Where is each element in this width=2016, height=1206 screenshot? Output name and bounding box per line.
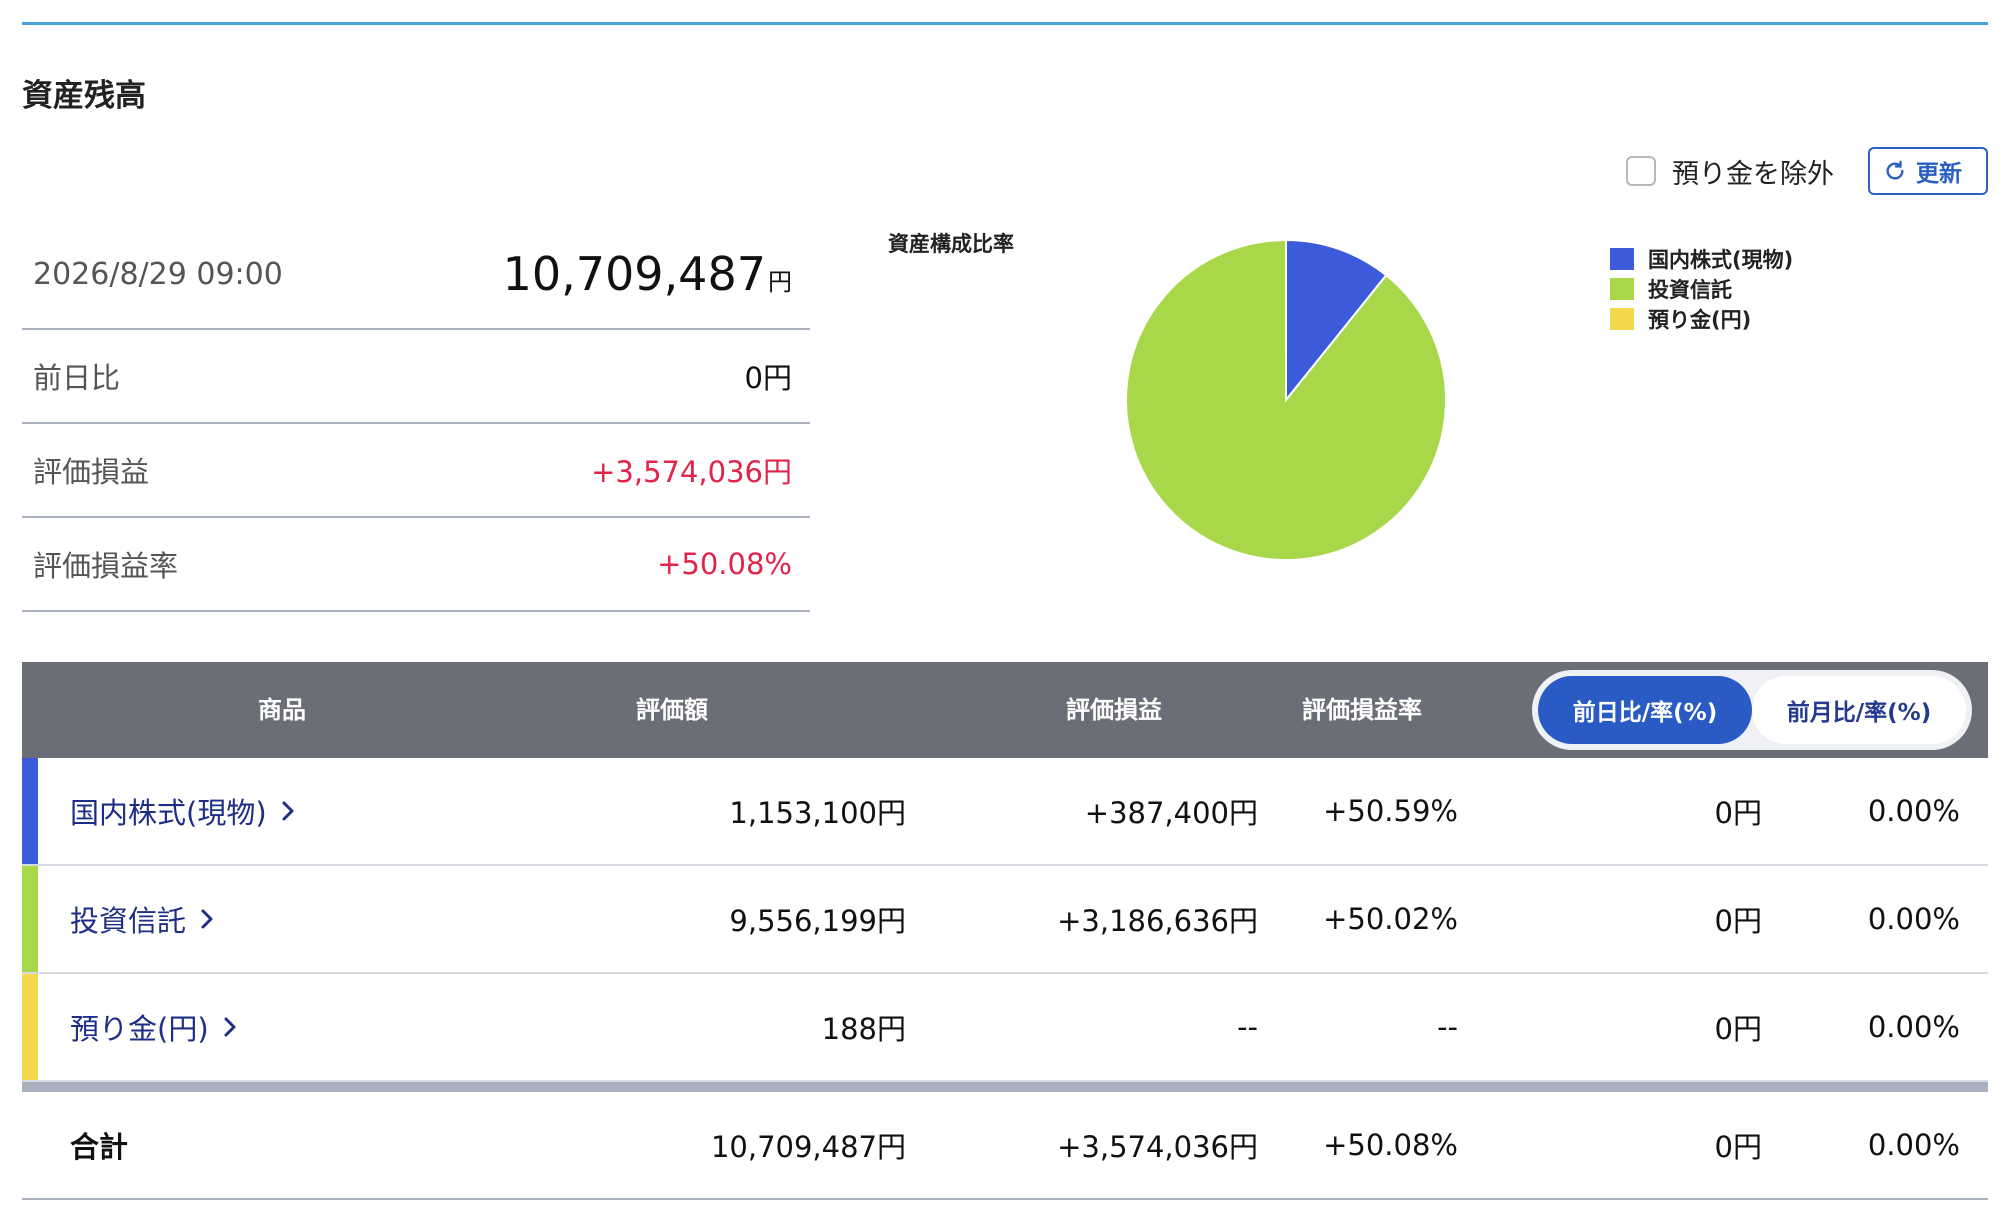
total-separator	[22, 1082, 1988, 1092]
legend-swatch	[1610, 278, 1634, 300]
table-body: 国内株式(現物) 1,153,100円 +387,400円 +50.59% 0円…	[22, 758, 1988, 1082]
legend-item: 預り金(円)	[1610, 304, 1793, 334]
legend-label: 預り金(円)	[1648, 308, 1752, 332]
row-pl: +3,186,636円	[1057, 904, 1258, 938]
total-label: 合計	[70, 1130, 129, 1164]
product-link[interactable]: 投資信託	[70, 898, 214, 940]
row-color-bar	[22, 758, 38, 864]
summary-value: 0円	[744, 361, 792, 395]
summary-label: 前日比	[33, 361, 121, 395]
legend-item: 国内株式(現物)	[1610, 244, 1793, 274]
row-change-rate: 0.00%	[1867, 1010, 1960, 1044]
chevron-right-icon	[200, 908, 214, 930]
summary-label: 評価損益	[33, 455, 150, 489]
table-row: 預り金(円) 188円 -- -- 0円 0.00%	[22, 974, 1988, 1082]
row-pl-rate: --	[1437, 1010, 1458, 1044]
header-product: 商品	[258, 696, 306, 724]
balance-summary: 2026/8/29 09:00 10,709,487円 前日比 0円 評価損益 …	[22, 220, 810, 612]
row-value: 188円	[821, 1012, 906, 1046]
controls: 預り金を除外 更新	[1626, 147, 1988, 195]
row-change: 0円	[1714, 1012, 1762, 1046]
summary-header-row: 2026/8/29 09:00 10,709,487円	[22, 220, 810, 330]
summary-row-daily-change: 前日比 0円	[22, 330, 810, 424]
row-pl: --	[1237, 1010, 1258, 1044]
daily-change-tab[interactable]: 前日比/率(%)	[1538, 676, 1752, 744]
exclude-deposit-label[interactable]: 預り金を除外	[1672, 158, 1834, 190]
summary-value: +3,574,036円	[591, 455, 792, 489]
legend-item: 投資信託	[1610, 274, 1793, 304]
legend-label: 投資信託	[1648, 278, 1732, 302]
pie-slice	[1285, 238, 1388, 403]
header-value: 評価額	[636, 696, 708, 724]
table-row: 投資信託 9,556,199円 +3,186,636円 +50.02% 0円 0…	[22, 866, 1988, 974]
product-name: 預り金(円)	[70, 1012, 209, 1046]
chevron-right-icon	[281, 800, 295, 822]
row-name: 国内株式(現物)	[70, 758, 295, 864]
row-color-bar	[22, 974, 38, 1080]
refresh-label: 更新	[1916, 161, 1962, 187]
row-change-rate: 0.00%	[1867, 794, 1960, 828]
summary-total-unit: 円	[768, 268, 792, 296]
summary-datetime: 2026/8/29 09:00	[33, 256, 283, 292]
header-pl: 評価損益	[1066, 696, 1162, 724]
chevron-right-icon	[223, 1016, 237, 1038]
row-pl-rate: +50.02%	[1323, 902, 1458, 936]
table-row: 国内株式(現物) 1,153,100円 +387,400円 +50.59% 0円…	[22, 758, 1988, 866]
pie-chart-title: 資産構成比率	[888, 232, 1014, 256]
asset-allocation-pie-chart	[1125, 238, 1447, 561]
total-pl-rate: +50.08%	[1323, 1128, 1458, 1162]
total-value: 10,709,487円	[710, 1130, 906, 1164]
summary-total: 10,709,487円	[503, 247, 792, 301]
monthly-change-tab[interactable]: 前月比/率(%)	[1752, 676, 1966, 744]
summary-row-pl-rate: 評価損益率 +50.08%	[22, 518, 810, 612]
refresh-button[interactable]: 更新	[1868, 147, 1988, 195]
summary-value: +50.08%	[657, 547, 792, 581]
table-header: 商品 評価額 評価損益 評価損益率 前日比/率(%) 前月比/率(%)	[22, 662, 1988, 758]
top-divider	[22, 22, 1988, 25]
row-name: 預り金(円)	[70, 974, 237, 1080]
product-name: 投資信託	[70, 904, 187, 938]
legend-swatch	[1610, 248, 1634, 270]
total-change-rate: 0.00%	[1867, 1128, 1960, 1162]
row-change: 0円	[1714, 904, 1762, 938]
row-value: 9,556,199円	[729, 904, 906, 938]
row-change-rate: 0.00%	[1867, 902, 1960, 936]
header-pl-rate: 評価損益率	[1302, 696, 1422, 724]
product-link[interactable]: 預り金(円)	[70, 1006, 237, 1048]
row-pl-rate: +50.59%	[1323, 794, 1458, 828]
period-toggle: 前日比/率(%) 前月比/率(%)	[1532, 670, 1972, 750]
row-name: 投資信託	[70, 866, 214, 972]
refresh-icon	[1884, 160, 1906, 182]
page-title: 資産残高	[22, 78, 146, 114]
asset-table: 商品 評価額 評価損益 評価損益率 前日比/率(%) 前月比/率(%) 国内株式…	[22, 662, 1988, 1200]
summary-label: 評価損益率	[33, 549, 179, 583]
pie-legend: 国内株式(現物) 投資信託預り金(円)	[1610, 244, 1793, 334]
summary-row-pl: 評価損益 +3,574,036円	[22, 424, 810, 518]
summary-total-value: 10,709,487	[502, 247, 766, 301]
exclude-deposit-checkbox[interactable]	[1626, 156, 1656, 186]
product-link[interactable]: 国内株式(現物)	[70, 790, 295, 832]
total-pl: +3,574,036円	[1057, 1130, 1258, 1164]
row-change: 0円	[1714, 796, 1762, 830]
row-value: 1,153,100円	[729, 796, 906, 830]
product-name: 国内株式(現物)	[70, 796, 267, 830]
row-color-bar	[22, 866, 38, 972]
row-pl: +387,400円	[1084, 796, 1258, 830]
legend-label: 国内株式(現物)	[1648, 248, 1794, 272]
total-change: 0円	[1714, 1130, 1762, 1164]
legend-swatch	[1610, 308, 1634, 330]
total-row: 合計 10,709,487円 +3,574,036円 +50.08% 0円 0.…	[22, 1092, 1988, 1200]
